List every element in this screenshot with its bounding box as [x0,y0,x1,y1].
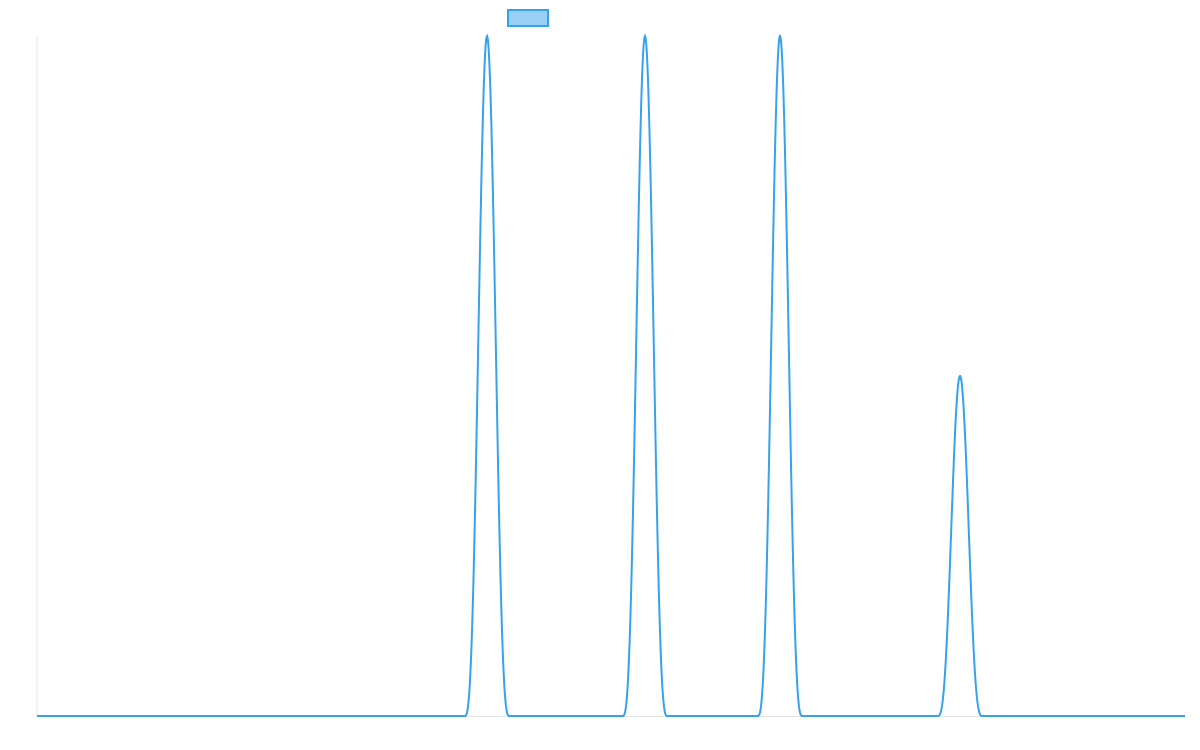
series-line [37,33,1185,717]
legend-swatch[interactable] [507,9,549,27]
